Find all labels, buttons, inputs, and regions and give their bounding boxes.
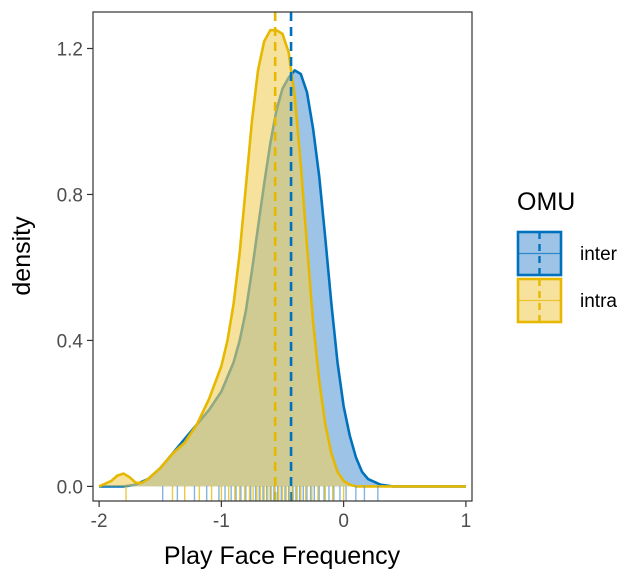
- y-tick-label: 0.0: [57, 477, 83, 498]
- legend-label-inter: inter: [580, 244, 618, 265]
- panel-border: [92, 11, 473, 502]
- y-tick-label: 0.4: [57, 331, 84, 352]
- density-area-intra: [99, 30, 466, 487]
- legend: OMU inter intra: [516, 188, 618, 324]
- rug-marks: [125, 486, 379, 501]
- x-tick-label: 1: [461, 511, 472, 532]
- y-axis: 0.0 0.4 0.8 1.2: [57, 39, 93, 498]
- x-axis-title: Play Face Frequency: [164, 542, 401, 570]
- x-axis: -2 -1 0 1: [91, 501, 472, 532]
- legend-title: OMU: [517, 188, 575, 216]
- x-tick-label: -2: [91, 511, 108, 532]
- mean-lines: [273, 12, 293, 501]
- x-tick-label: 0: [338, 511, 349, 532]
- legend-label-intra: intra: [580, 291, 617, 312]
- y-tick-label: 1.2: [57, 39, 83, 60]
- y-tick-label: 0.8: [57, 185, 83, 206]
- y-axis-title: density: [8, 216, 36, 296]
- x-tick-label: -1: [213, 511, 230, 532]
